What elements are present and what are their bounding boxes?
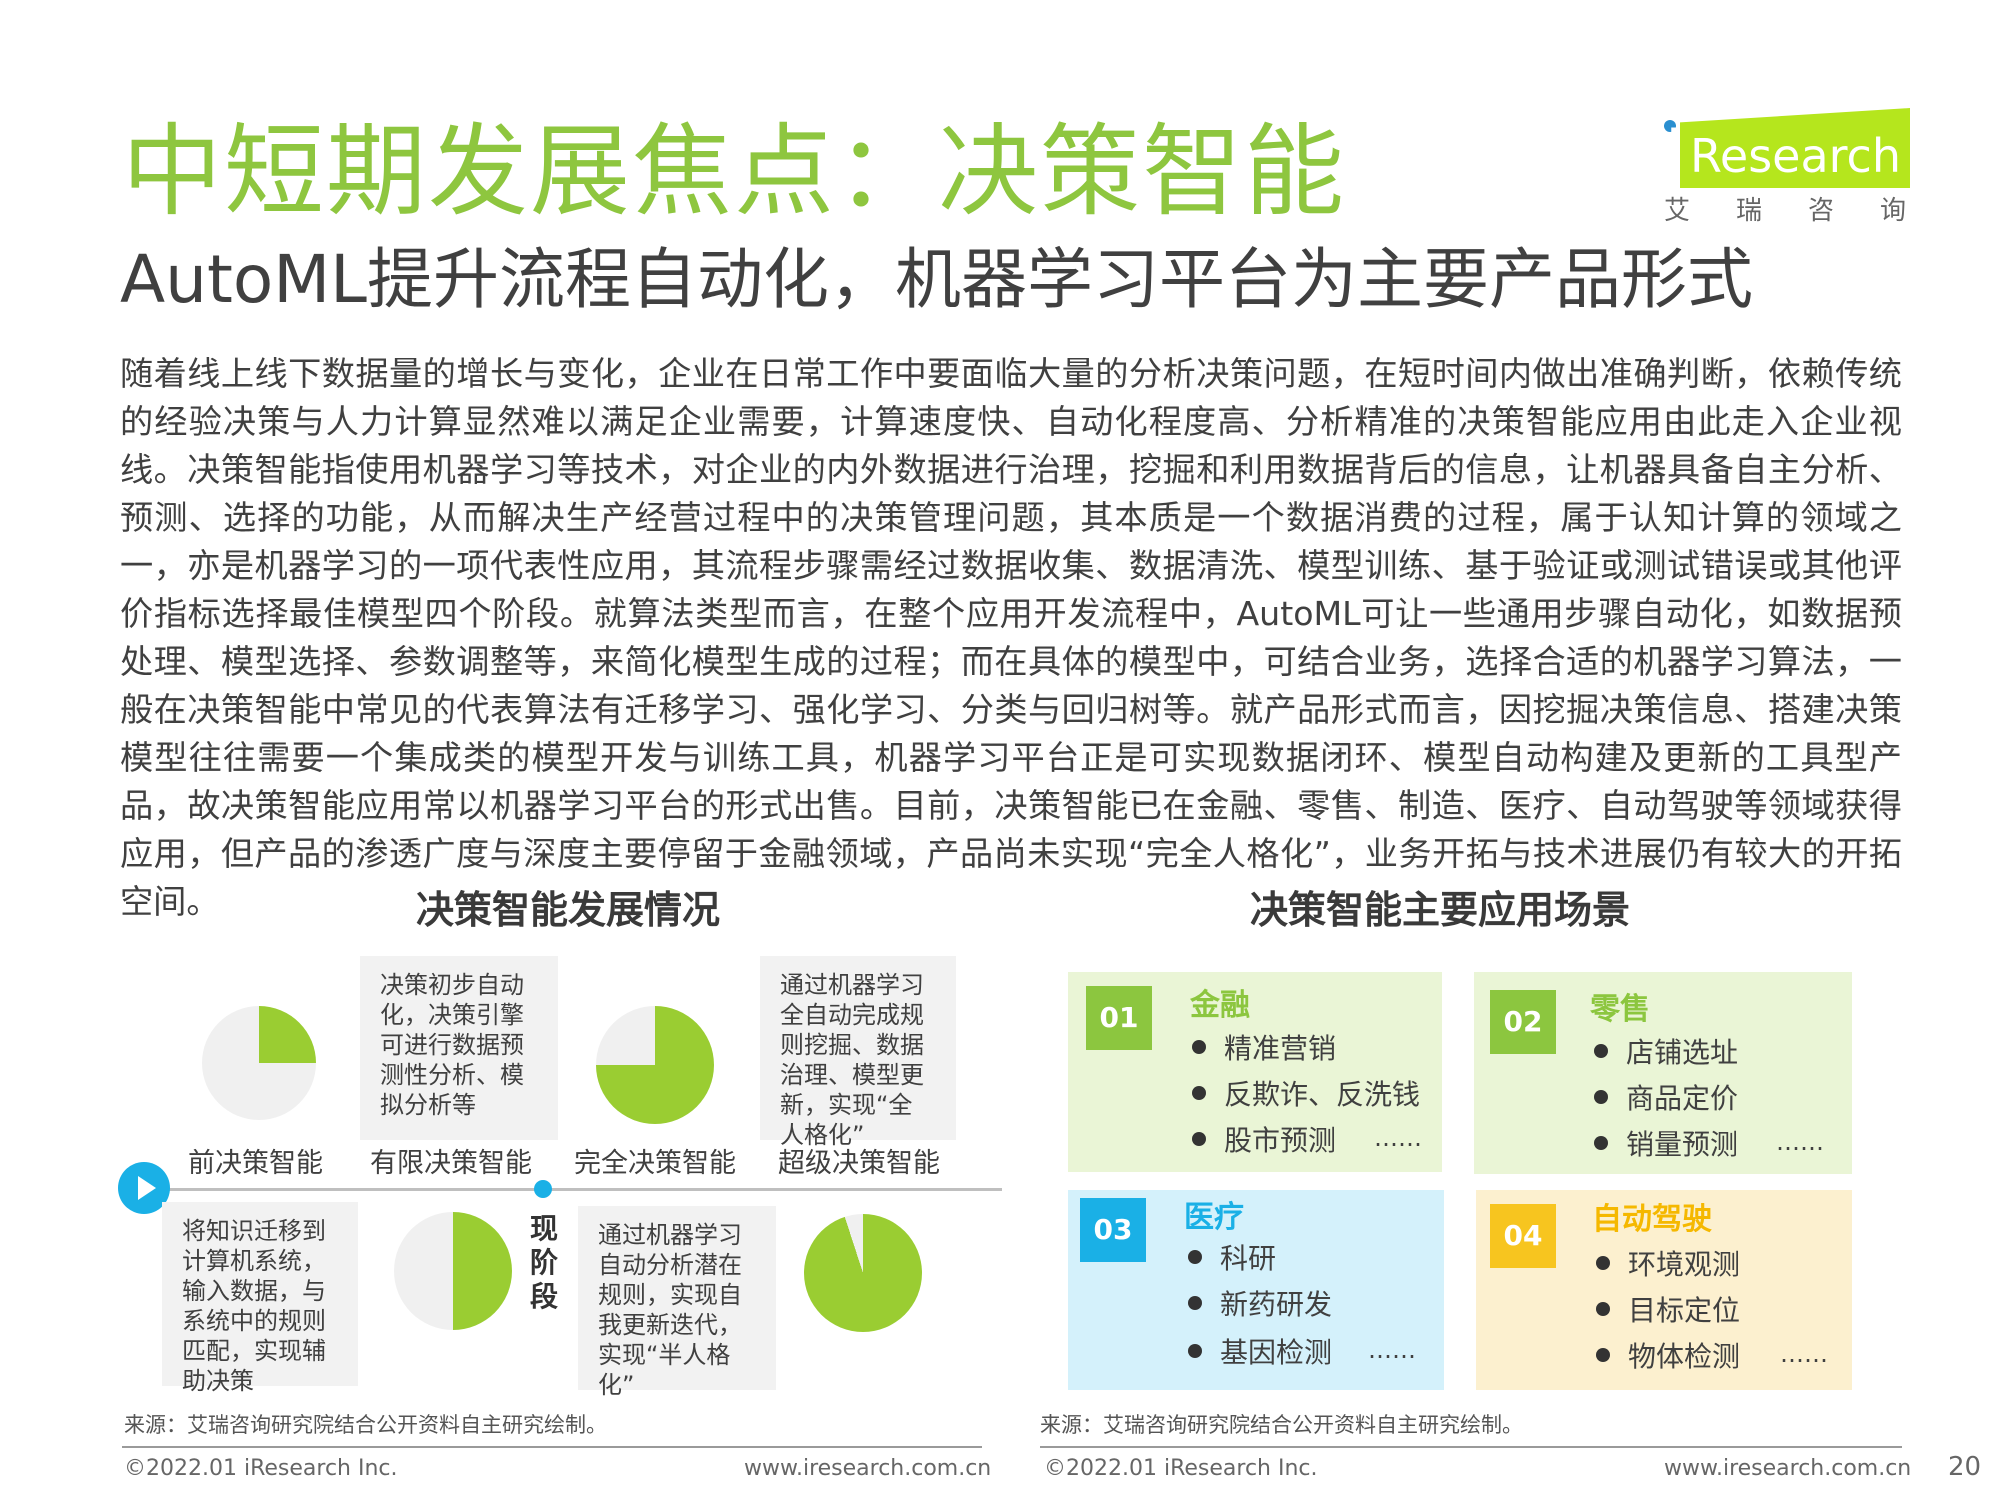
card-item: 新药研发 <box>1188 1288 1332 1322</box>
card-item: 目标定位 <box>1596 1294 1740 1328</box>
card-number-badge: 03 <box>1080 1198 1146 1262</box>
stage-pie-limited <box>394 1212 512 1330</box>
body-paragraph: 随着线上线下数据量的增长与变化，企业在日常工作中要面临大量的分析决策问题，在短时… <box>120 354 1902 921</box>
footer-divider-left <box>122 1446 982 1448</box>
bullet-icon <box>1594 1090 1608 1104</box>
stage-label-limited: 有限决策智能 <box>370 1148 532 1179</box>
card-item: 环境观测 <box>1596 1248 1740 1282</box>
timeline-start-icon <box>118 1162 170 1214</box>
card-item: 物体检测 <box>1596 1340 1740 1374</box>
bullet-icon <box>1596 1302 1610 1316</box>
card-more: …… <box>1374 1124 1422 1152</box>
card-title: 金融 <box>1190 988 1250 1023</box>
bullet-icon <box>1594 1044 1608 1058</box>
card-item: 反欺诈、反洗钱 <box>1192 1078 1420 1112</box>
stage-pie-full <box>596 1006 714 1124</box>
card-item: 销量预测 <box>1594 1128 1738 1162</box>
applications-section-title: 决策智能主要应用场景 <box>1250 888 1631 932</box>
stage-desc-limited: 决策初步自动化，决策引擎可进行数据预测性分析、模拟分析等 <box>360 956 558 1140</box>
logo-chinese-name: 艾瑞咨询 <box>1664 196 1953 226</box>
page-subtitle: AutoML提升流程自动化，机器学习平台为主要产品形式 <box>120 241 1753 318</box>
stage-desc-full: 通过机器学习自动分析潜在规则，实现自我更新迭代，实现“半人格化” <box>578 1206 776 1399</box>
app-card-retail: 02 零售 店铺选址 商品定价 销量预测 …… <box>1474 972 1852 1174</box>
card-item: 基因检测 <box>1188 1336 1332 1370</box>
stage-desc-super: 通过机器学习全自动完成规则挖掘、数据治理、模型更新，实现“全人格化” <box>760 956 956 1149</box>
card-title: 医疗 <box>1184 1200 1244 1235</box>
bullet-icon <box>1594 1136 1608 1150</box>
copyright-right: ©2022.01 iResearch Inc. <box>1044 1456 1318 1481</box>
bullet-icon <box>1596 1348 1610 1362</box>
stage-label-full: 完全决策智能 <box>574 1148 736 1179</box>
stage-pie-pre <box>202 1006 316 1120</box>
card-title: 自动驾驶 <box>1592 1202 1712 1237</box>
copyright-left: ©2022.01 iResearch Inc. <box>124 1456 398 1481</box>
current-stage-label: 现阶段 <box>530 1212 559 1313</box>
card-item: 店铺选址 <box>1594 1036 1738 1070</box>
card-title: 零售 <box>1590 992 1650 1027</box>
app-card-finance: 01 金融 精准营销 反欺诈、反洗钱 股市预测 …… <box>1068 972 1442 1172</box>
card-number-badge: 01 <box>1086 986 1152 1050</box>
card-number-badge: 04 <box>1490 1204 1556 1268</box>
card-item: 商品定价 <box>1594 1082 1738 1116</box>
page-title: 中短期发展焦点：决策智能 <box>122 113 1346 230</box>
development-section-title: 决策智能发展情况 <box>416 888 721 932</box>
logo-band <box>1680 108 1910 188</box>
stage-label-pre: 前决策智能 <box>188 1148 323 1179</box>
bullet-icon <box>1596 1256 1610 1270</box>
logo-i: i <box>1666 119 1682 184</box>
timeline-line <box>140 1188 1002 1191</box>
card-more: …… <box>1776 1128 1824 1156</box>
bullet-icon <box>1188 1250 1202 1264</box>
card-item: 科研 <box>1188 1242 1276 1276</box>
card-item: 股市预测 <box>1192 1124 1336 1158</box>
applications-source: 来源：艾瑞咨询研究院结合公开资料自主研究绘制。 <box>1040 1413 1523 1437</box>
bullet-icon <box>1188 1344 1202 1358</box>
stage-pie-super <box>804 1214 922 1332</box>
app-card-medical: 03 医疗 科研 新药研发 基因检测 …… <box>1068 1190 1444 1390</box>
logo-dot-icon <box>1664 120 1676 132</box>
iresearch-logo: i Research 艾瑞咨询 <box>1664 108 1914 228</box>
app-card-autonomous-driving: 04 自动驾驶 环境观测 目标定位 物体检测 …… <box>1476 1190 1852 1390</box>
bullet-icon <box>1192 1040 1206 1054</box>
card-number-badge: 02 <box>1490 990 1556 1054</box>
play-arrow-icon <box>138 1176 156 1200</box>
bullet-icon <box>1188 1296 1202 1310</box>
bullet-icon <box>1192 1132 1206 1146</box>
website-left: www.iresearch.com.cn <box>744 1456 992 1481</box>
card-more: …… <box>1780 1340 1828 1368</box>
development-source: 来源：艾瑞咨询研究院结合公开资料自主研究绘制。 <box>124 1413 607 1437</box>
card-item: 精准营销 <box>1192 1032 1336 1066</box>
timeline-current-marker-icon <box>534 1180 552 1198</box>
footer-divider-right <box>1040 1446 1902 1448</box>
page-number: 20 <box>1948 1452 1982 1482</box>
stage-desc-pre: 将知识迁移到计算机系统，输入数据，与系统中的规则匹配，实现辅助决策 <box>162 1202 358 1395</box>
stage-label-super: 超级决策智能 <box>778 1148 940 1179</box>
bullet-icon <box>1192 1086 1206 1100</box>
card-more: …… <box>1368 1336 1416 1364</box>
logo-text: Research <box>1690 129 1901 183</box>
website-right: www.iresearch.com.cn <box>1664 1456 1912 1481</box>
